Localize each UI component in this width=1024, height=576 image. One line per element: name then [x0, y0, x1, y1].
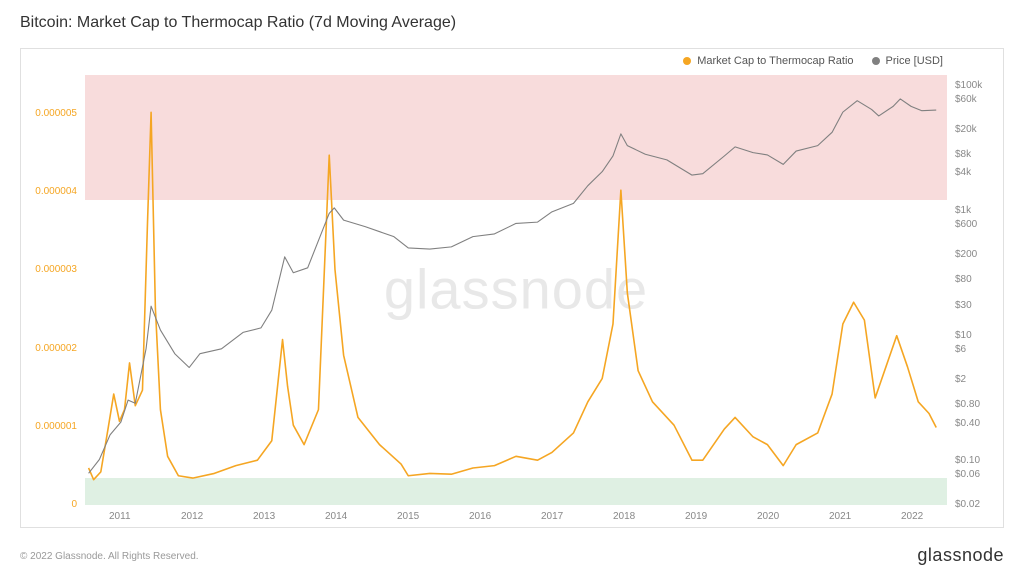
y-left-tick: 0 [71, 499, 77, 510]
y-right-tick: $0.02 [955, 499, 980, 510]
y-left-tick: 0.000001 [35, 421, 77, 432]
y-right-tick: $100k [955, 80, 982, 91]
y-right-tick: $10 [955, 330, 972, 341]
x-tick: 2017 [541, 511, 563, 522]
y-left-tick: 0.000004 [35, 186, 77, 197]
y-right-tick: $0.40 [955, 418, 980, 429]
y-right-tick: $4k [955, 167, 971, 178]
y-right-tick: $200 [955, 249, 977, 260]
x-tick: 2013 [253, 511, 275, 522]
legend-item-price: Price [USD] [872, 55, 943, 67]
y-left-tick: 0.000002 [35, 343, 77, 354]
legend-item-ratio: Market Cap to Thermocap Ratio [683, 55, 853, 67]
y-right-tick: $1k [955, 205, 971, 216]
legend-dot-icon [683, 57, 691, 65]
y-right-tick: $60k [955, 94, 977, 105]
chart-title: Bitcoin: Market Cap to Thermocap Ratio (… [20, 14, 456, 32]
legend-label: Price [USD] [886, 55, 943, 67]
y-right-tick: $600 [955, 219, 977, 230]
x-tick: 2015 [397, 511, 419, 522]
y-right-tick: $8k [955, 149, 971, 160]
chart-svg [85, 75, 947, 503]
x-tick: 2019 [685, 511, 707, 522]
y-right-tick: $20k [955, 124, 977, 135]
legend: Market Cap to Thermocap Ratio Price [USD… [683, 55, 943, 67]
y-left-tick: 0.000005 [35, 108, 77, 119]
series-ratio [89, 112, 937, 479]
x-tick: 2022 [901, 511, 923, 522]
y-right-tick: $6 [955, 344, 966, 355]
x-tick: 2020 [757, 511, 779, 522]
brand-logo: glassnode [917, 545, 1004, 566]
x-tick: 2014 [325, 511, 347, 522]
y-right-tick: $0.80 [955, 399, 980, 410]
x-tick: 2016 [469, 511, 491, 522]
y-right-tick: $2 [955, 374, 966, 385]
legend-label: Market Cap to Thermocap Ratio [697, 55, 853, 67]
copyright: © 2022 Glassnode. All Rights Reserved. [20, 551, 199, 562]
plot-area: glassnode [85, 75, 947, 503]
x-tick: 2012 [181, 511, 203, 522]
series-price [89, 99, 937, 473]
y-right-tick: $0.06 [955, 469, 980, 480]
y-right-tick: $30 [955, 300, 972, 311]
chart-container: Market Cap to Thermocap Ratio Price [USD… [20, 48, 1004, 528]
legend-dot-icon [872, 57, 880, 65]
x-tick: 2011 [109, 511, 131, 522]
y-left-tick: 0.000003 [35, 264, 77, 275]
y-right-tick: $0.10 [955, 455, 980, 466]
x-tick: 2021 [829, 511, 851, 522]
y-right-tick: $80 [955, 274, 972, 285]
x-tick: 2018 [613, 511, 635, 522]
